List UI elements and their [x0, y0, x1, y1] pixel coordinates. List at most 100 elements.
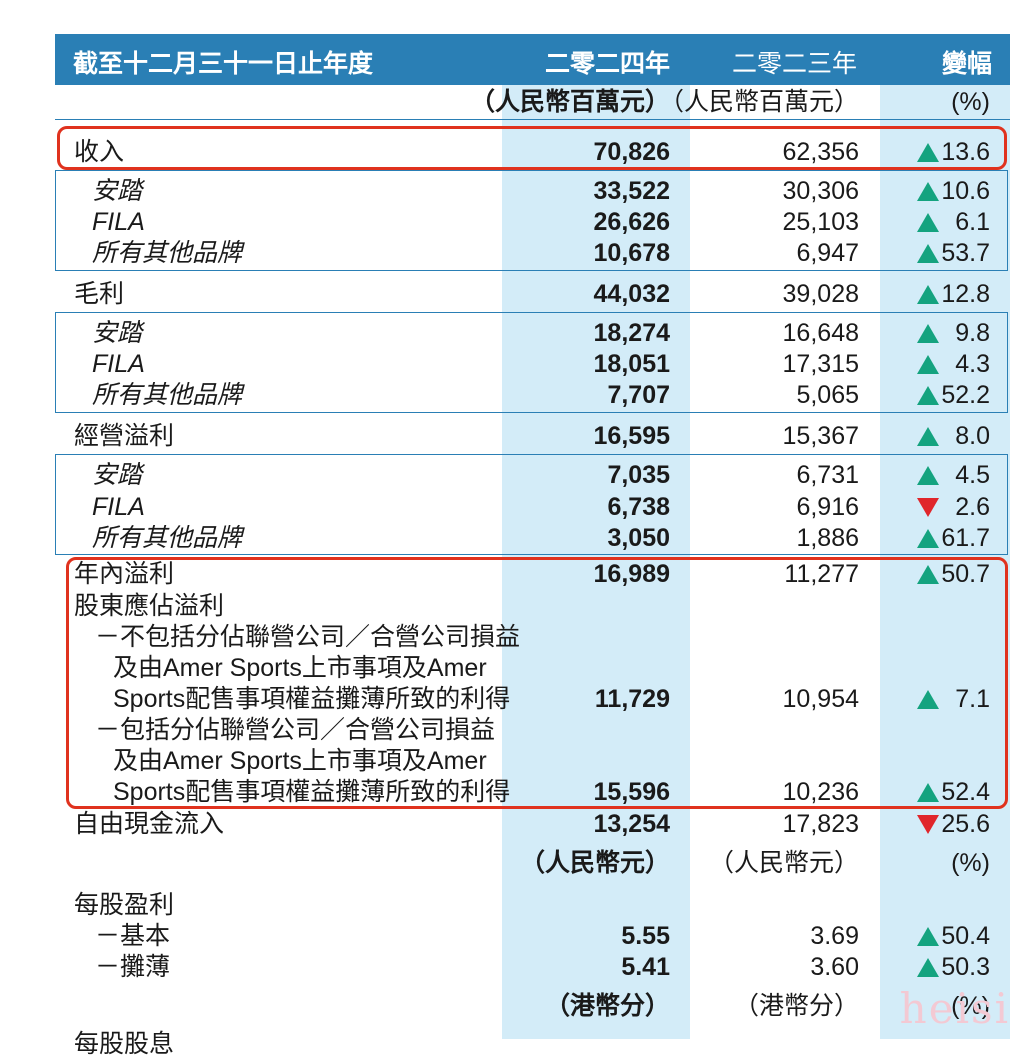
unit-2023: （人民幣元） [708, 849, 859, 877]
up-triangle-icon [917, 244, 939, 263]
value-2024: 7,035 [607, 461, 670, 489]
change-value: 4.5 [955, 461, 990, 489]
row-label: 年內溢利 [74, 560, 175, 588]
value-2023: 17,823 [782, 810, 859, 838]
change-value: 10.6 [941, 177, 990, 205]
value-2024: 18,051 [593, 350, 670, 378]
header-change: 變幅 [941, 50, 992, 78]
incl-description-line: －包括分佔聯營公司／合營公司損益 [95, 716, 496, 744]
up-triangle-icon [917, 355, 939, 374]
change-value: 50.4 [941, 922, 990, 950]
up-triangle-icon [917, 427, 939, 446]
excl-description-line: Sports配售事項權益攤薄所致的利得 [113, 685, 511, 713]
change-value: 9.8 [955, 319, 990, 347]
value-2024: 11,729 [594, 685, 670, 713]
row-label: 安踏 [92, 319, 143, 347]
up-triangle-icon [917, 324, 939, 343]
row-label: －基本 [95, 922, 171, 950]
row-label: FILA [92, 208, 145, 236]
header-title: 截至十二月三十一日止年度 [73, 50, 374, 78]
value-2024: 26,626 [593, 208, 670, 236]
change-value: 52.4 [941, 778, 990, 806]
change-value: 12.8 [941, 280, 990, 308]
eps-label: 每股盈利 [74, 891, 175, 919]
value-2023: 62,356 [782, 138, 859, 166]
up-triangle-icon [917, 466, 939, 485]
value-2024: 5.55 [621, 922, 670, 950]
up-triangle-icon [917, 927, 939, 946]
revenue-breakdown-group [55, 170, 1008, 271]
unit-2023: （人民幣百萬元） [658, 88, 859, 116]
header-2023: 二零二三年 [731, 50, 857, 78]
value-2024: 7,707 [607, 381, 670, 409]
value-2024: 44,032 [593, 280, 670, 308]
gross-profit-breakdown-group [55, 312, 1008, 413]
change-value: 50.7 [941, 560, 990, 588]
value-2023: 10,236 [782, 778, 859, 806]
change-value: 50.3 [941, 953, 990, 981]
cut-off-row-label: 每股股息 [74, 1030, 175, 1058]
value-2023: 6,916 [796, 493, 859, 521]
value-2024: 3,050 [607, 524, 670, 552]
column-2024-highlight [502, 85, 690, 1039]
change-value: 7.1 [955, 685, 990, 713]
value-2024: 33,522 [593, 177, 670, 205]
row-label: 自由現金流入 [74, 810, 225, 838]
change-value: 53.7 [941, 239, 990, 267]
value-2023: 17,315 [782, 350, 859, 378]
value-2023: 3.60 [810, 953, 859, 981]
unit-2024: （人民幣元） [519, 849, 670, 877]
up-triangle-icon [917, 529, 939, 548]
attributable-label: 股東應佔溢利 [74, 592, 225, 620]
revenue-callout-box [57, 126, 1007, 170]
value-2023: 39,028 [782, 280, 859, 308]
change-value: 25.6 [941, 810, 990, 838]
value-2023: 1,886 [796, 524, 859, 552]
value-2024: 6,738 [607, 493, 670, 521]
operating-profit-breakdown-group [55, 454, 1008, 555]
down-triangle-icon [917, 498, 939, 517]
row-label: 安踏 [92, 461, 143, 489]
value-2024: 10,678 [593, 239, 670, 267]
up-triangle-icon [917, 958, 939, 977]
row-label: 所有其他品牌 [92, 381, 243, 409]
up-triangle-icon [917, 565, 939, 584]
row-label: FILA [92, 493, 145, 521]
row-label: 經營溢利 [74, 422, 175, 450]
value-2023: 25,103 [782, 208, 859, 236]
profit-callout-box [66, 557, 1008, 809]
change-value: 8.0 [955, 422, 990, 450]
header-2024: 二零二四年 [544, 50, 670, 78]
row-label: －攤薄 [95, 953, 171, 981]
incl-description-line: 及由Amer Sports上市事項及Amer [113, 747, 487, 775]
table-header: 截至十二月三十一日止年度 二零二四年 二零二三年 變幅 [55, 34, 1010, 85]
value-2023: 15,367 [782, 422, 859, 450]
unit-2023: （港幣分） [733, 992, 859, 1020]
value-2024: 13,254 [593, 810, 670, 838]
change-value: 4.3 [955, 350, 990, 378]
value-2023: 6,947 [796, 239, 859, 267]
up-triangle-icon [917, 386, 939, 405]
change-value: 2.6 [955, 493, 990, 521]
up-triangle-icon [917, 143, 939, 162]
row-label: 收入 [74, 138, 125, 166]
row-label: 所有其他品牌 [92, 524, 243, 552]
down-triangle-icon [917, 815, 939, 834]
value-2024: 16,595 [593, 422, 670, 450]
value-2023: 16,648 [782, 319, 859, 347]
unit-change: (%) [951, 849, 990, 877]
value-2024: 18,274 [593, 319, 670, 347]
excl-description-line: 及由Amer Sports上市事項及Amer [113, 654, 487, 682]
change-value: 52.2 [941, 381, 990, 409]
value-2024: 16,989 [593, 560, 670, 588]
value-2024: 70,826 [593, 138, 670, 166]
value-2023: 6,731 [796, 461, 859, 489]
up-triangle-icon [917, 690, 939, 709]
value-2024: 5.41 [621, 953, 670, 981]
change-value: 6.1 [955, 208, 990, 236]
change-value: 13.6 [941, 138, 990, 166]
row-label: FILA [92, 350, 145, 378]
unit-change: (%) [951, 992, 990, 1020]
divider [55, 119, 1010, 120]
unit-2024: （人民幣百萬元） [469, 88, 670, 116]
